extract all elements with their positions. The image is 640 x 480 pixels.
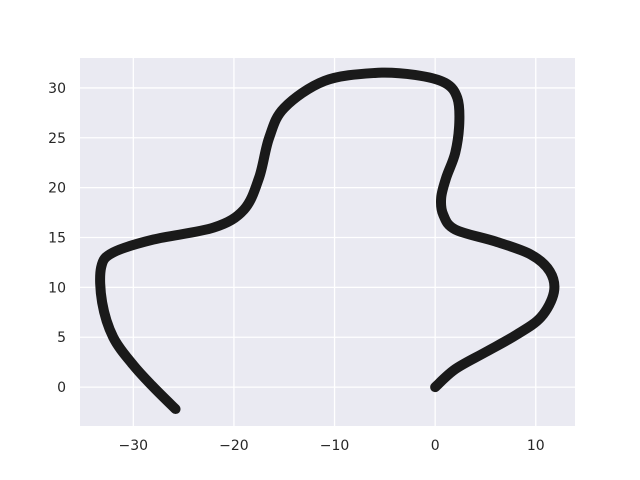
series-layer: [95, 67, 560, 415]
y-tick-label: 0: [57, 380, 66, 396]
x-axis-ticks: −30 −20 −10 0 10: [119, 438, 545, 454]
series-line-0: [95, 67, 560, 415]
y-tick-label: 15: [48, 231, 66, 247]
y-tick-label: 25: [48, 131, 66, 147]
x-tick-label: −10: [320, 438, 350, 454]
x-tick-label: −30: [119, 438, 149, 454]
y-tick-label: 5: [57, 330, 66, 346]
y-tick-label: 30: [48, 81, 66, 97]
x-tick-label: 10: [527, 438, 545, 454]
x-tick-label: 0: [431, 438, 440, 454]
y-tick-label: 20: [48, 181, 66, 197]
y-tick-label: 10: [48, 280, 66, 296]
x-tick-label: −20: [219, 438, 249, 454]
y-axis-ticks: 0 5 10 15 20 25 30: [48, 81, 66, 396]
